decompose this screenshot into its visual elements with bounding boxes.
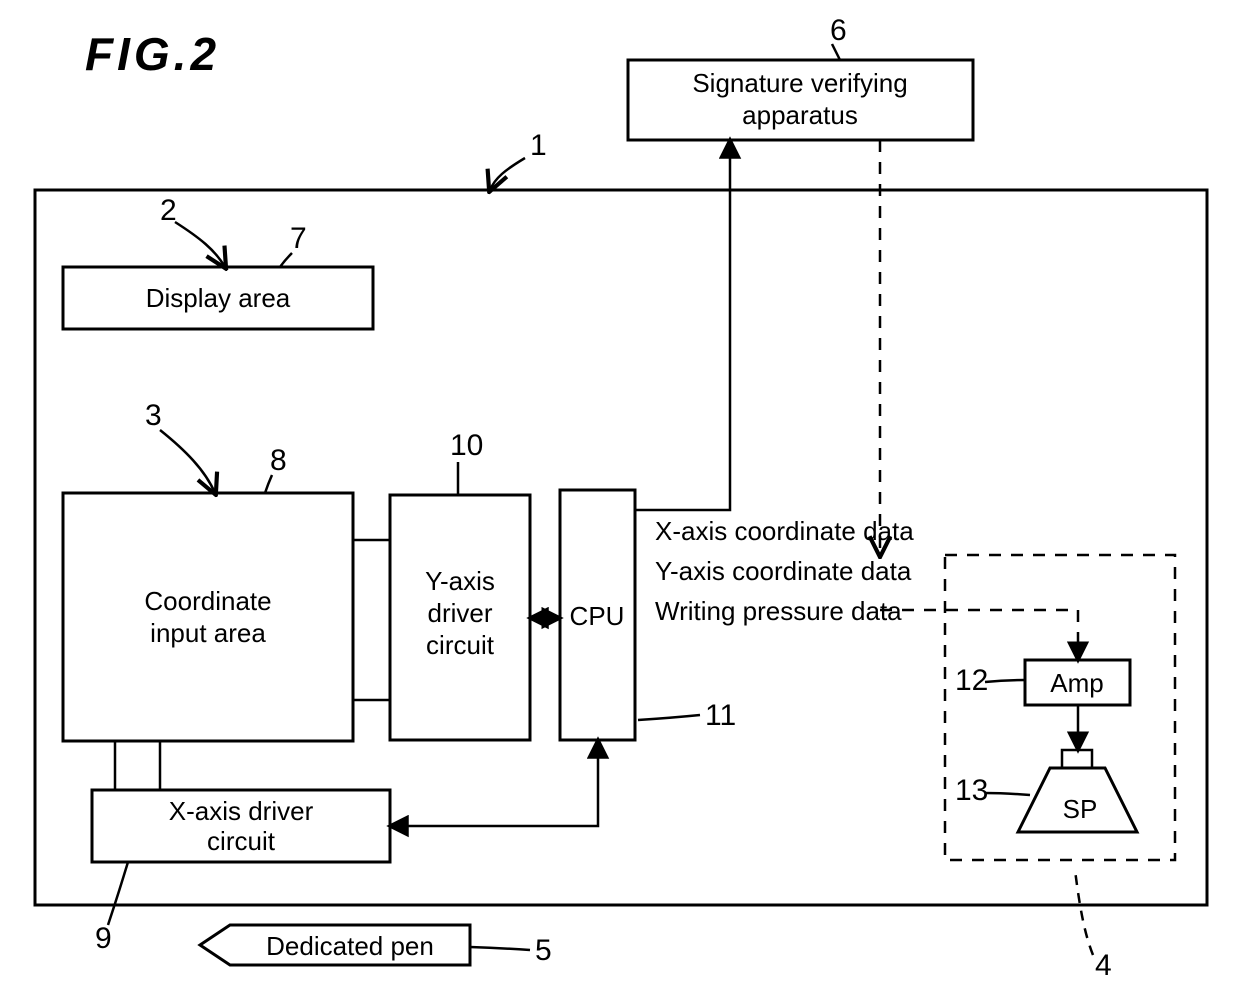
ref-1: 1 [530,129,547,162]
ref-3: 3 [145,399,162,432]
ydriver-line1: Y-axis [425,566,495,596]
signature-line1: Signature verifying [692,68,907,98]
cpu-label: CPU [570,601,625,631]
ref-10: 10 [450,429,483,462]
ref-8: 8 [270,444,287,477]
ref-7: 7 [290,222,307,255]
coord-line2: input area [150,618,266,648]
xdriver-line1: X-axis driver [169,796,314,826]
lead-5 [470,947,530,950]
ref-9: 9 [95,922,112,955]
sp-label: SP [1063,794,1098,824]
ref-11: 11 [705,699,736,732]
ref-2: 2 [160,194,177,227]
pen-label: Dedicated pen [266,931,434,961]
display-label: Display area [146,283,291,313]
signature-line2: apparatus [742,100,858,130]
ydriver-line2: driver [427,598,492,628]
coord-line1: Coordinate [144,586,271,616]
ref-13: 13 [955,774,988,807]
data-text-3: Writing pressure data [655,596,902,626]
ref-5: 5 [535,934,552,967]
xdriver-line2: circuit [207,826,276,856]
ref-12: 12 [955,664,988,697]
block-coordinate [63,493,353,741]
data-text-2: Y-axis coordinate data [655,556,912,586]
ydriver-line3: circuit [426,630,495,660]
ref-4: 4 [1095,949,1112,982]
figure-title: FIG.2 [85,28,220,80]
data-text-1: X-axis coordinate data [655,516,914,546]
ref-6: 6 [830,14,847,47]
amp-label: Amp [1050,668,1103,698]
lead-1 [490,158,525,190]
